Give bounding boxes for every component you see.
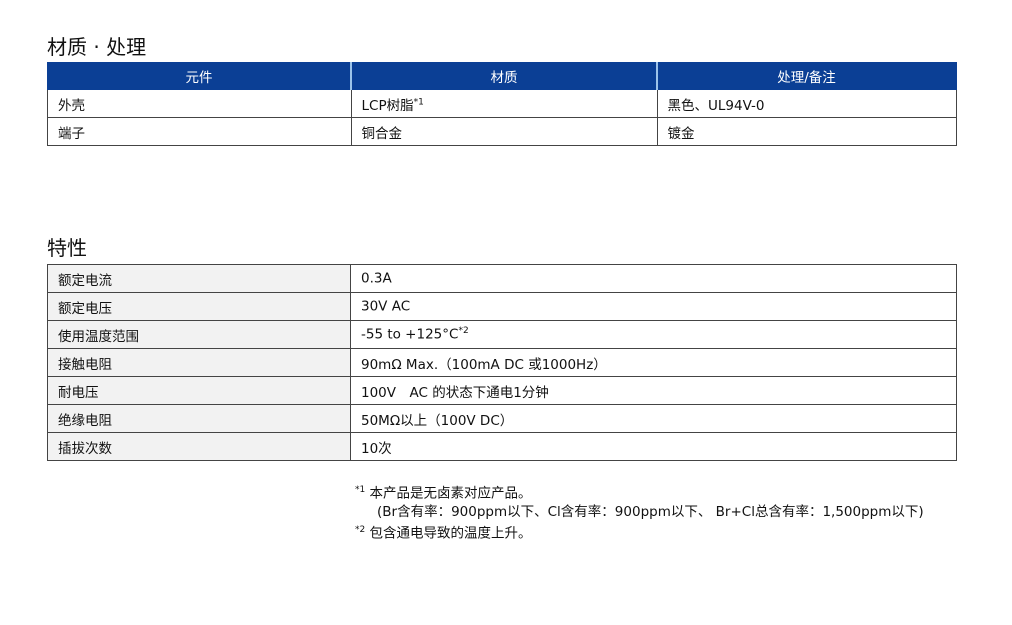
footnote-1-detail: (Br含有率：900ppm以下、Cl含有率：900ppm以下、 Br+Cl总含有…	[377, 503, 924, 520]
footnote-text: 本产品是无卤素对应产品。	[365, 485, 532, 502]
materials-table: 元件 材质 处理/备注 外壳 LCP树脂*1 黑色、UL94V-0 端子 铜合金…	[47, 62, 957, 146]
cell-part: 端子	[47, 117, 352, 146]
table-row: 端子 铜合金 镀金	[47, 117, 957, 146]
table-row: 使用温度范围 -55 to +125°C*2	[47, 320, 957, 349]
footnote-mark: *1	[355, 485, 366, 495]
cell-label: 使用温度范围	[47, 320, 351, 349]
value-text: 90mΩ Max.（100mA DC 或1000Hz）	[361, 356, 607, 373]
cell-label: 耐电压	[47, 376, 351, 405]
value-text: -55 to +125°C	[361, 326, 459, 343]
cell-part: 外壳	[47, 89, 352, 118]
cell-label: 插拔次数	[47, 432, 351, 461]
footnote-ref: *1	[413, 97, 424, 107]
section-title-materials: 材质 · 处理	[47, 35, 147, 59]
cell-value: 90mΩ Max.（100mA DC 或1000Hz）	[350, 348, 957, 377]
table-row: 额定电压 30V AC	[47, 292, 957, 321]
table-row: 接触电阻 90mΩ Max.（100mA DC 或1000Hz）	[47, 348, 957, 377]
characteristics-table: 额定电流 0.3A 额定电压 30V AC 使用温度范围 -55 to +125°C*2 接…	[47, 264, 957, 461]
table-row: 外壳 LCP树脂*1 黑色、UL94V-0	[47, 89, 957, 118]
cell-material: LCP树脂*1	[350, 89, 658, 118]
material-text: LCP树脂	[361, 97, 414, 114]
value-text: 10次	[361, 440, 392, 457]
cell-value: 0.3A	[350, 264, 957, 293]
header-part: 元件	[47, 62, 352, 90]
section-title-characteristics: 特性	[47, 236, 87, 260]
cell-label: 额定电压	[47, 292, 351, 321]
table-row: 耐电压 100V AC 的状态下通电1分钟	[47, 376, 957, 405]
footnote-ref: *2	[458, 326, 469, 337]
table-row: 绝缘电阻 50MΩ以上（100V DC）	[47, 404, 957, 433]
footnotes: *1 本产品是无卤素对应产品。 (Br含有率：900ppm以下、Cl含有率：90…	[355, 481, 924, 542]
value-text: 50MΩ以上（100V DC）	[361, 412, 514, 429]
cell-value: 100V AC 的状态下通电1分钟	[350, 376, 957, 405]
footnote-mark: *2	[355, 524, 366, 535]
table-header-row: 元件 材质 处理/备注	[47, 62, 957, 90]
header-material: 材质	[350, 62, 658, 90]
cell-label: 接触电阻	[47, 348, 351, 377]
cell-value: 10次	[350, 432, 957, 461]
table-row: 插拔次数 10次	[47, 432, 957, 461]
cell-finish: 镀金	[656, 117, 957, 146]
footnote-text: 包含通电导致的温度上升。	[365, 525, 532, 541]
cell-material: 铜合金	[350, 117, 658, 146]
cell-finish: 黑色、UL94V-0	[656, 89, 957, 118]
header-finish: 处理/备注	[656, 62, 957, 90]
table-row: 额定电流 0.3A	[47, 264, 957, 293]
value-text: 100V AC 的状态下通电1分钟	[361, 384, 549, 401]
cell-value: -55 to +125°C*2	[350, 320, 957, 349]
cell-value: 30V AC	[350, 292, 957, 321]
cell-value: 50MΩ以上（100V DC）	[350, 404, 957, 433]
value-text: 30V AC	[361, 298, 411, 315]
cell-label: 绝缘电阻	[47, 404, 351, 433]
value-text: 0.3A	[361, 270, 392, 287]
footnote-2: *2 包含通电导致的温度上升。	[355, 521, 924, 543]
footnote-1: *1 本产品是无卤素对应产品。	[355, 481, 924, 503]
cell-label: 额定电流	[47, 264, 351, 293]
